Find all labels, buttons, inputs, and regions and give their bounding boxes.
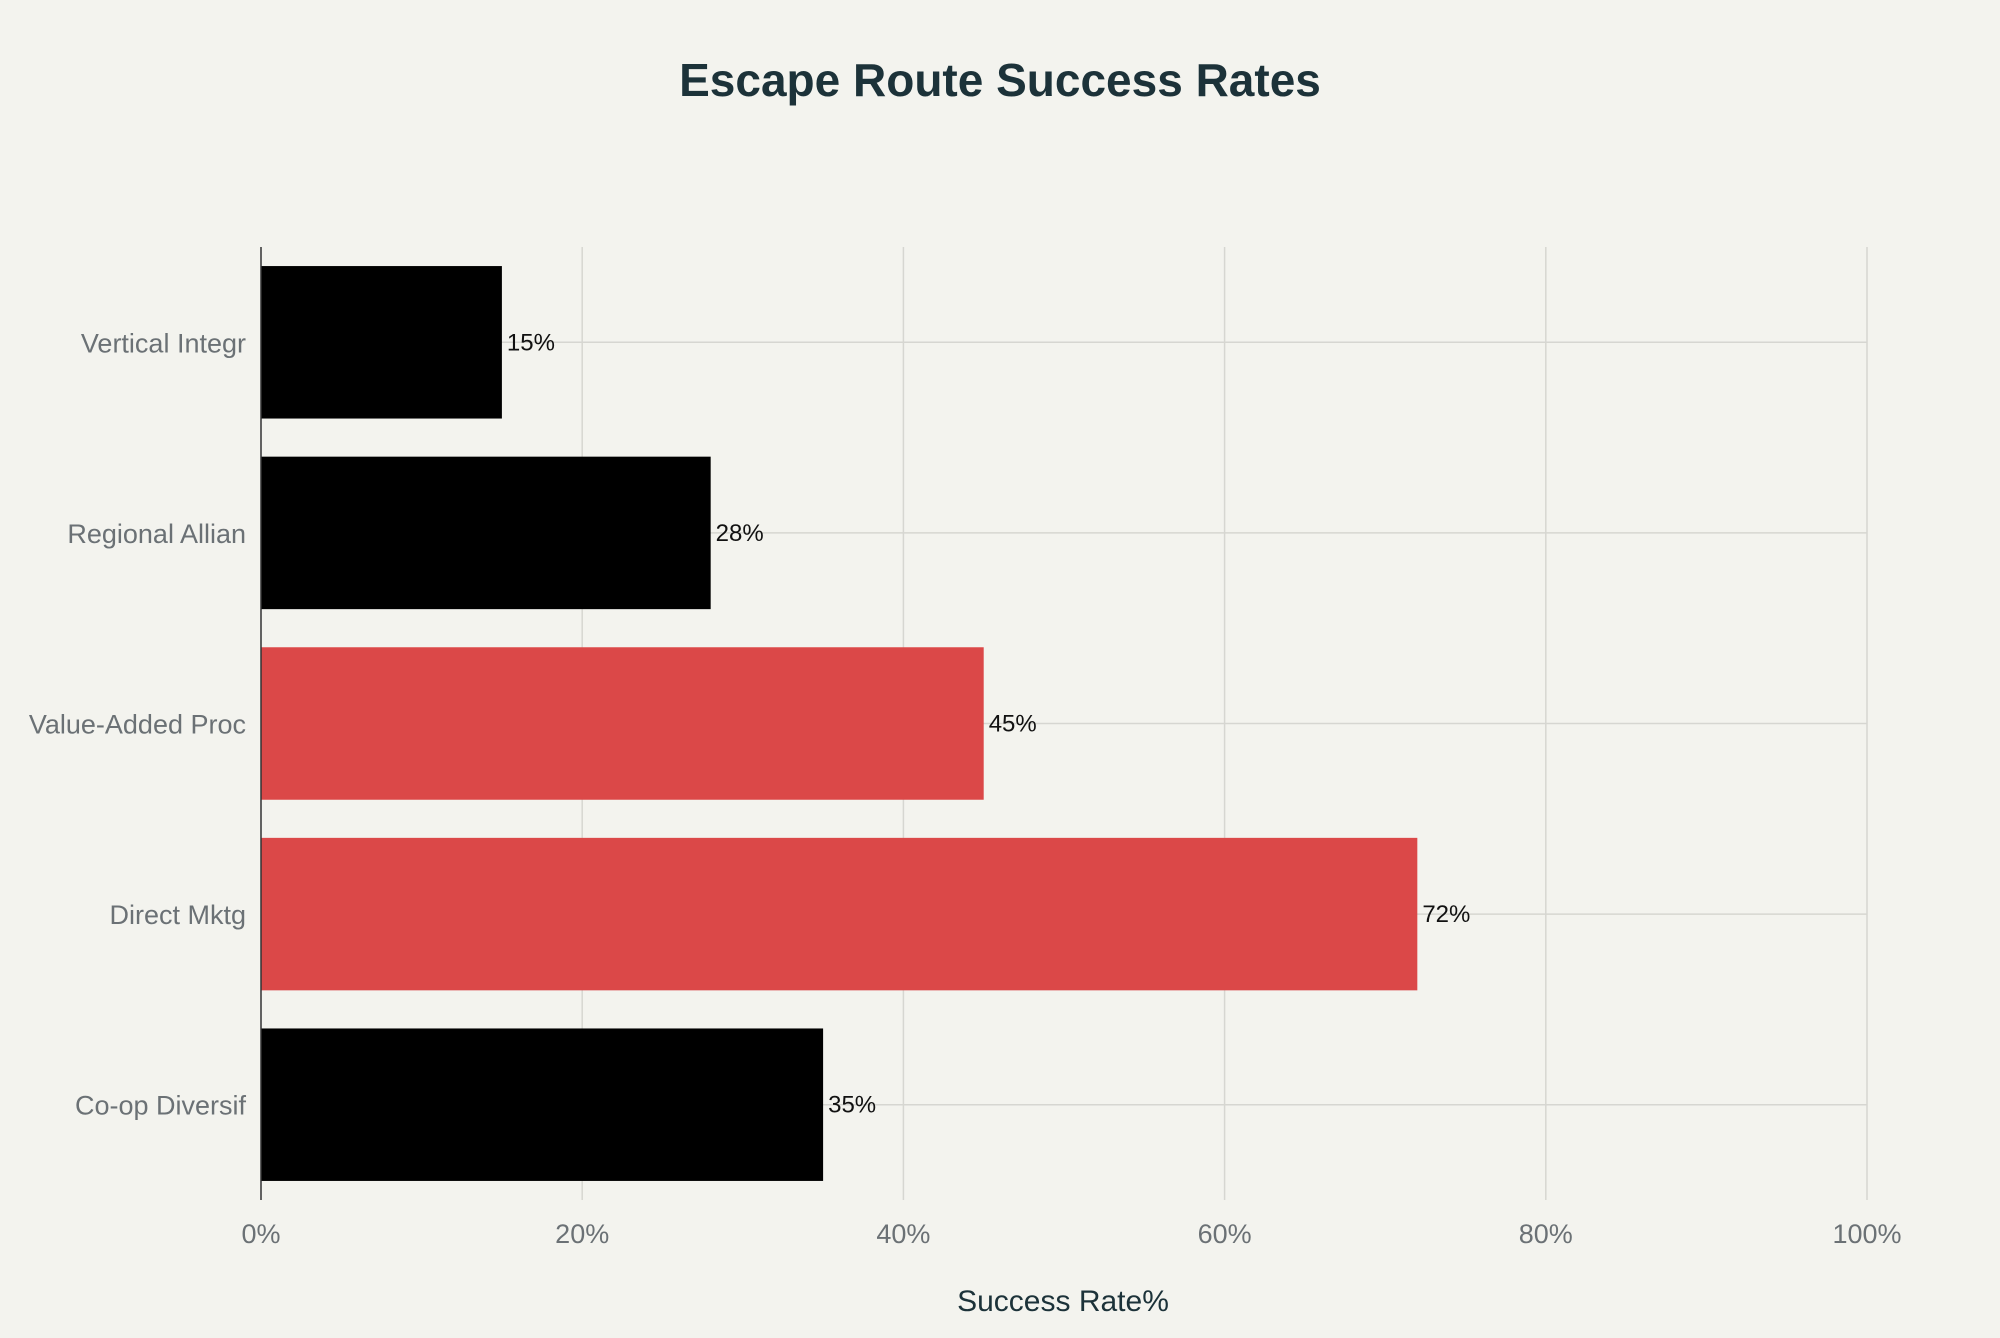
x-tick-label: 0% [241,1219,280,1249]
chart-title: Escape Route Success Rates [679,54,1321,106]
bar-data-label: 15% [507,329,555,356]
bar [261,266,502,419]
x-axis-title: Success Rate% [957,1285,1169,1318]
x-tick-label: 60% [1198,1219,1252,1249]
x-tick-label: 40% [876,1219,930,1249]
bar [261,456,711,610]
x-tick-label: 20% [555,1219,609,1249]
x-tick-label: 100% [1832,1219,1901,1249]
bar [261,1028,824,1181]
x-tick-label: 80% [1519,1219,1573,1249]
bar-data-label: 35% [828,1092,876,1119]
bar-data-label: 45% [989,711,1037,738]
y-tick-label: Co-op Diversif [75,1091,247,1121]
bar [261,837,1418,991]
y-tick-label: Vertical Integr [81,328,246,358]
bars [261,266,1418,1181]
bar [261,647,984,800]
y-tick-label: Regional Allian [67,519,246,549]
y-tick-label: Value-Added Proc [29,710,246,740]
y-tick-label: Direct Mktg [109,900,246,930]
labels: 0% 20% 40% 60% 80% 100% Vertical Integr 15% Regi… [29,328,1902,1249]
bar-data-label: 28% [716,520,764,547]
bar-data-label: 72% [1422,901,1470,928]
